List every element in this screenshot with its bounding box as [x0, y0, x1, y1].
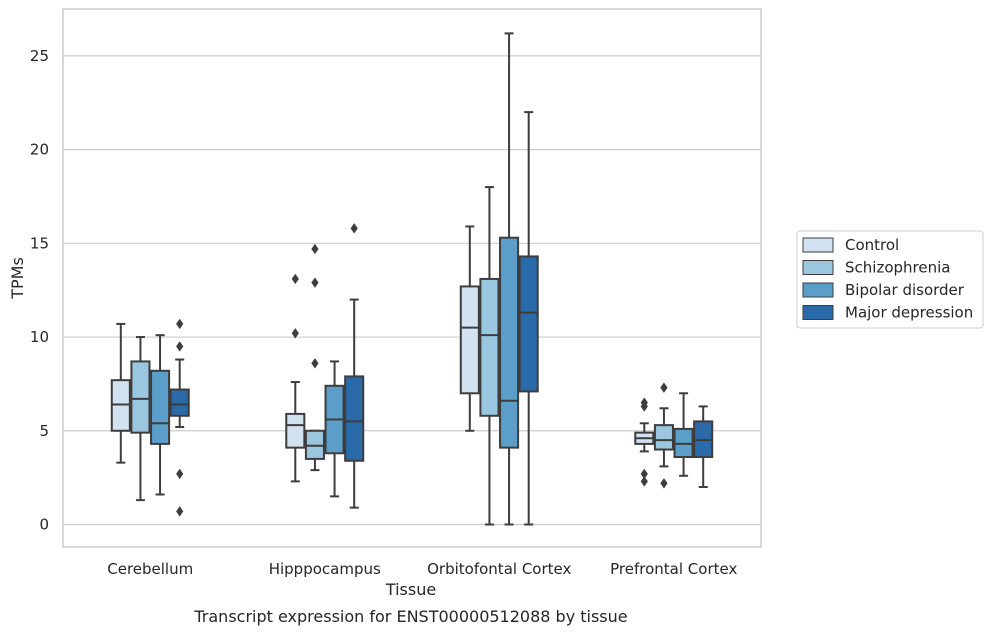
- box-1-0: [130, 336, 151, 502]
- outlier-point: [311, 277, 319, 288]
- y-axis-ticks: 0 5 10 15 20 25: [30, 47, 49, 534]
- legend-swatch: [802, 305, 834, 320]
- box-0-3: [634, 397, 655, 487]
- outlier-point: [176, 318, 184, 330]
- x-tick-label: Cerebellum: [107, 560, 193, 578]
- outlier-point: [311, 358, 319, 369]
- x-axis-label: Tissue: [385, 580, 436, 599]
- legend-swatch: [802, 282, 834, 298]
- y-tick-label: 25: [30, 47, 49, 65]
- iqr-box: [518, 255, 539, 393]
- box-1-1: [304, 243, 325, 472]
- legend-swatch: [802, 260, 834, 275]
- box-2-0: [150, 334, 171, 496]
- x-axis-ticks: Cerebellum Hipppocampus Orbitofontal Corte…: [107, 560, 737, 578]
- outlier-point: [350, 223, 358, 234]
- y-axis-label: TPMs: [8, 257, 27, 300]
- box-3-0: [169, 318, 190, 517]
- iqr-box: [344, 375, 365, 462]
- box-3-2: [518, 111, 539, 526]
- outlier-point: [176, 468, 184, 480]
- iqr-box: [653, 424, 674, 451]
- iqr-box: [499, 236, 520, 449]
- y-tick-label: 0: [39, 516, 49, 534]
- plot-area: [62, 8, 762, 548]
- x-tick-label: Prefrontal Cortex: [610, 560, 737, 578]
- box-2-2: [499, 32, 520, 526]
- box-0-1: [285, 273, 306, 483]
- box-2-1: [324, 360, 345, 498]
- y-tick-label: 5: [39, 422, 49, 440]
- y-tick-label: 20: [30, 141, 49, 159]
- legend-label: Major depression: [845, 304, 973, 322]
- outlier-point: [640, 476, 648, 487]
- legend-label: Bipolar disorder: [845, 281, 965, 299]
- outlier-point: [660, 478, 668, 489]
- outlier-point: [291, 273, 299, 285]
- legend-swatch: [802, 237, 834, 253]
- outlier-point: [640, 397, 648, 408]
- outlier-point: [311, 243, 319, 255]
- box-3-1: [344, 223, 365, 509]
- y-tick-label: 15: [30, 234, 49, 252]
- outlier-point: [176, 341, 184, 352]
- x-tick-label: Hipppocampus: [269, 560, 381, 578]
- iqr-box: [130, 360, 151, 434]
- outlier-point: [291, 328, 299, 339]
- box-3-3: [693, 405, 714, 489]
- legend-label: Control: [845, 236, 899, 254]
- outlier-point: [660, 382, 668, 393]
- box-2-3: [673, 392, 694, 477]
- box-0-0: [110, 322, 131, 464]
- y-tick-label: 10: [30, 328, 49, 346]
- outlier-point: [176, 506, 184, 517]
- grid-lines: [63, 55, 761, 526]
- x-tick-label: Orbitofontal Cortex: [427, 560, 571, 578]
- box-groups: [110, 32, 714, 526]
- legend-label: Schizophrenia: [845, 259, 950, 277]
- iqr-box: [459, 285, 480, 395]
- box-1-3: [653, 382, 674, 489]
- iqr-box: [150, 369, 171, 445]
- legend: Control Schizophrenia Bipolar disorder Majo…: [796, 230, 984, 329]
- outlier-point: [640, 468, 648, 480]
- box-0-2: [459, 225, 480, 432]
- chart-caption: Transcript expression for ENST0000051208…: [193, 607, 627, 626]
- iqr-box: [169, 388, 190, 417]
- box-1-2: [479, 186, 500, 526]
- legend-frame: [796, 230, 984, 329]
- iqr-box: [479, 277, 500, 417]
- iqr-box: [285, 412, 306, 449]
